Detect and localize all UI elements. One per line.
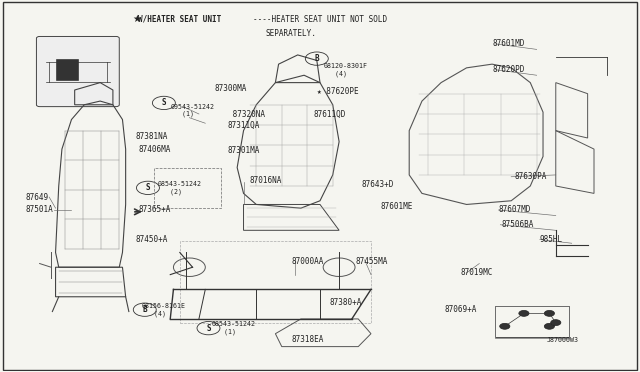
Text: 08156-8161E: 08156-8161E bbox=[141, 303, 186, 309]
Text: 87019MC: 87019MC bbox=[460, 268, 493, 277]
Bar bbox=[180, 241, 371, 323]
Bar bbox=[154, 167, 221, 208]
Text: 87455MA: 87455MA bbox=[355, 257, 387, 266]
Text: 87630PA: 87630PA bbox=[515, 172, 547, 181]
Text: 87649: 87649 bbox=[26, 193, 49, 202]
Text: 08543-51242: 08543-51242 bbox=[157, 181, 202, 187]
Text: 87643+D: 87643+D bbox=[362, 180, 394, 189]
Text: 87601ME: 87601ME bbox=[381, 202, 413, 211]
Text: 87506BA: 87506BA bbox=[502, 220, 534, 229]
Text: 08543-51242: 08543-51242 bbox=[212, 321, 255, 327]
Text: S: S bbox=[146, 183, 150, 192]
Circle shape bbox=[500, 323, 510, 329]
Text: 985HL: 985HL bbox=[540, 235, 563, 244]
Bar bbox=[56, 59, 78, 80]
Text: ----HEATER SEAT UNIT NOT SOLD: ----HEATER SEAT UNIT NOT SOLD bbox=[253, 15, 387, 24]
FancyBboxPatch shape bbox=[36, 36, 119, 107]
Text: 87611QD: 87611QD bbox=[314, 109, 346, 119]
Circle shape bbox=[550, 320, 561, 326]
Text: 87301MA: 87301MA bbox=[228, 147, 260, 155]
Text: 87501A: 87501A bbox=[26, 205, 53, 215]
Text: (4): (4) bbox=[323, 70, 347, 77]
Text: B: B bbox=[314, 54, 319, 63]
Text: 87406MA: 87406MA bbox=[138, 145, 171, 154]
Text: B: B bbox=[143, 305, 147, 314]
Text: 87000AA: 87000AA bbox=[291, 257, 324, 266]
Circle shape bbox=[544, 310, 554, 316]
Text: 09543-51242: 09543-51242 bbox=[170, 104, 214, 110]
Text: 87311QA: 87311QA bbox=[228, 121, 260, 129]
Text: 87620PD: 87620PD bbox=[492, 65, 524, 74]
Text: 87607MD: 87607MD bbox=[499, 205, 531, 215]
Text: 87300MA: 87300MA bbox=[215, 84, 247, 93]
Text: ★ 87620PE: ★ 87620PE bbox=[317, 87, 358, 96]
Bar bbox=[495, 306, 568, 337]
Text: 87380+A: 87380+A bbox=[330, 298, 362, 307]
Text: SEPARATELY.: SEPARATELY. bbox=[266, 29, 317, 38]
Text: S: S bbox=[206, 324, 211, 333]
Text: S: S bbox=[161, 99, 166, 108]
Text: J87000W3: J87000W3 bbox=[546, 337, 578, 343]
Text: 87016NA: 87016NA bbox=[250, 176, 282, 185]
Text: 87320NA: 87320NA bbox=[228, 109, 264, 119]
Circle shape bbox=[519, 310, 529, 316]
Text: ★: ★ bbox=[132, 14, 141, 24]
Bar bbox=[495, 306, 568, 338]
Text: W/HEATER SEAT UNIT: W/HEATER SEAT UNIT bbox=[138, 15, 221, 24]
Text: (4): (4) bbox=[141, 310, 166, 317]
Text: (2): (2) bbox=[157, 188, 182, 195]
Text: 87365+A: 87365+A bbox=[138, 205, 171, 215]
Text: 87601MD: 87601MD bbox=[492, 39, 524, 48]
Text: (1): (1) bbox=[212, 328, 236, 335]
Text: 87450+A: 87450+A bbox=[135, 235, 168, 244]
Text: 87318EA: 87318EA bbox=[291, 335, 324, 344]
Circle shape bbox=[544, 323, 554, 329]
Text: 87381NA: 87381NA bbox=[135, 132, 168, 141]
Text: (1): (1) bbox=[170, 111, 195, 117]
Text: 87069+A: 87069+A bbox=[444, 305, 477, 314]
Text: 08120-8301F: 08120-8301F bbox=[323, 63, 367, 69]
